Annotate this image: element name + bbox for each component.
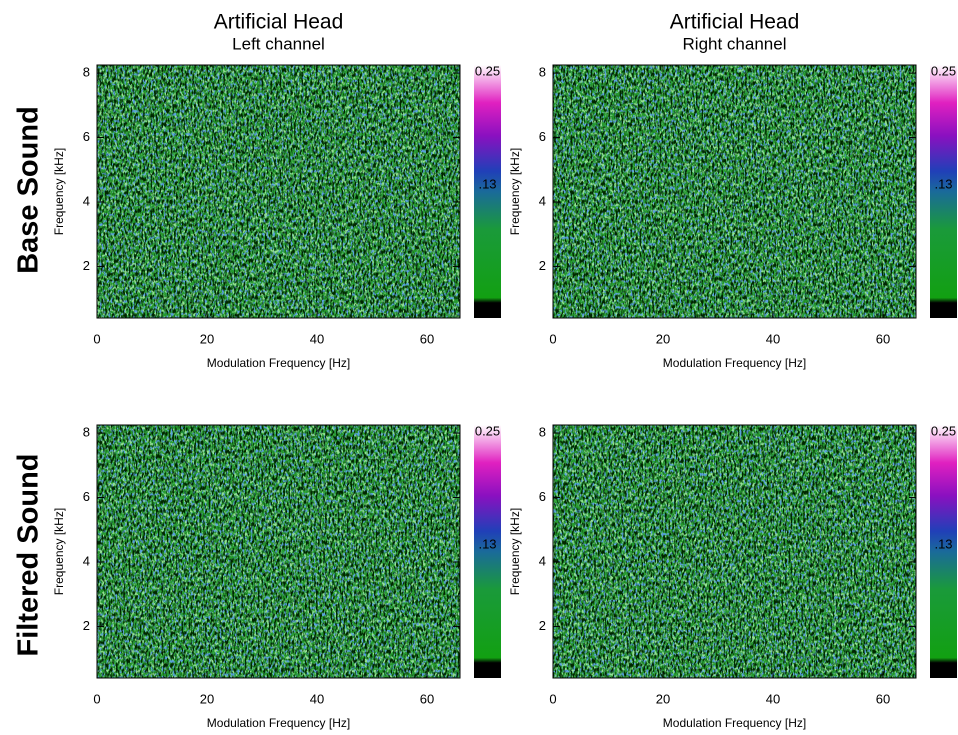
- y-tick-label: 4: [539, 193, 546, 208]
- colorbar-tick-label: 0.25: [931, 63, 956, 78]
- y-tick-label: 6: [83, 489, 90, 504]
- plot-frame: [552, 64, 917, 319]
- colorbar: [474, 65, 501, 318]
- chart-subtitle: Right channel: [683, 34, 787, 53]
- y-axis-label: Frequency [kHz]: [52, 508, 66, 595]
- colorbar: [474, 425, 501, 678]
- heatmap-texture: [97, 65, 460, 318]
- plot-frame: [96, 64, 461, 319]
- chart-title: Artificial Head: [214, 11, 344, 34]
- x-tick-label: 60: [420, 691, 434, 706]
- colorbar-tick-label: 0.25: [931, 423, 956, 438]
- y-tick-label: 6: [83, 129, 90, 144]
- colorbar-tick-label: 0: [484, 659, 491, 674]
- y-tick-label: 2: [539, 618, 546, 633]
- y-tick-label: 8: [539, 64, 546, 79]
- x-tick-label: 0: [93, 331, 100, 346]
- x-tick-label: 20: [656, 331, 670, 346]
- colorbar: [930, 65, 957, 318]
- y-tick-label: 4: [83, 553, 90, 568]
- x-axis-label: Modulation Frequency [Hz]: [207, 716, 350, 730]
- y-tick-label: 2: [83, 618, 90, 633]
- heatmap-texture: [553, 65, 916, 318]
- chart-subtitle: Left channel: [232, 34, 325, 53]
- colorbar-tick-label: .13: [934, 537, 952, 552]
- colorbar-tick-label: 0: [484, 299, 491, 314]
- x-axis-label: Modulation Frequency [Hz]: [663, 716, 806, 730]
- chart-title: Artificial Head: [670, 11, 800, 34]
- x-tick-label: 40: [310, 691, 324, 706]
- row-label: Base Sound: [13, 106, 45, 274]
- y-tick-label: 6: [539, 489, 546, 504]
- colorbar-tick-label: .13: [478, 537, 496, 552]
- y-tick-label: 8: [83, 424, 90, 439]
- plot-frame: [552, 424, 917, 679]
- y-axis-label: Frequency [kHz]: [508, 148, 522, 235]
- x-tick-label: 60: [876, 691, 890, 706]
- x-axis-label: Modulation Frequency [Hz]: [663, 356, 806, 370]
- y-tick-label: 2: [539, 258, 546, 273]
- x-tick-label: 20: [656, 691, 670, 706]
- colorbar-tick-label: 0.25: [475, 63, 500, 78]
- colorbar-tick-label: .13: [934, 177, 952, 192]
- colorbar-tick-label: 0: [940, 299, 947, 314]
- x-axis-label: Modulation Frequency [Hz]: [207, 356, 350, 370]
- row-label: Filtered Sound: [13, 454, 45, 657]
- x-tick-label: 40: [766, 691, 780, 706]
- y-tick-label: 4: [539, 553, 546, 568]
- x-tick-label: 60: [420, 331, 434, 346]
- y-tick-label: 8: [83, 64, 90, 79]
- plot-frame: [96, 424, 461, 679]
- colorbar-tick-label: 0: [940, 659, 947, 674]
- y-axis-label: Frequency [kHz]: [508, 508, 522, 595]
- x-tick-label: 40: [310, 331, 324, 346]
- x-tick-label: 0: [549, 331, 556, 346]
- colorbar-tick-label: 0.25: [475, 423, 500, 438]
- y-axis-label: Frequency [kHz]: [52, 148, 66, 235]
- x-tick-label: 0: [549, 691, 556, 706]
- colorbar-tick-label: .13: [478, 177, 496, 192]
- y-tick-label: 4: [83, 193, 90, 208]
- y-tick-label: 8: [539, 424, 546, 439]
- heatmap-texture: [553, 425, 916, 678]
- x-tick-label: 60: [876, 331, 890, 346]
- colorbar: [930, 425, 957, 678]
- x-tick-label: 20: [200, 331, 214, 346]
- x-tick-label: 40: [766, 331, 780, 346]
- y-tick-label: 2: [83, 258, 90, 273]
- x-tick-label: 20: [200, 691, 214, 706]
- y-tick-label: 6: [539, 129, 546, 144]
- heatmap-texture: [97, 425, 460, 678]
- x-tick-label: 0: [93, 691, 100, 706]
